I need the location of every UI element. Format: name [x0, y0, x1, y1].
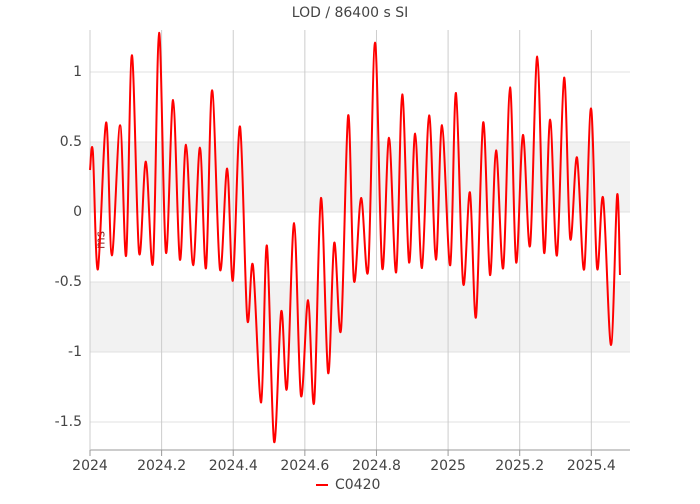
chart-title: LOD / 86400 s SI — [292, 5, 408, 21]
y-tick-label: -1 — [68, 344, 82, 360]
line — [89, 31, 621, 443]
band — [90, 282, 630, 352]
x-tick-label: 2025.4 — [567, 458, 616, 474]
x-tick-label: 2024.8 — [352, 458, 401, 474]
y-tick-label: 1 — [73, 64, 82, 80]
x-tick-label: 2024.2 — [137, 458, 186, 474]
x-tick-label: 2024 — [72, 458, 108, 474]
y-tick-label: 0 — [73, 204, 82, 220]
x-tick-label: 2024.6 — [280, 458, 329, 474]
x-tick-label: 2025 — [430, 458, 466, 474]
legend-label: C0420 — [335, 477, 380, 493]
y-tick-label: 0.5 — [60, 134, 82, 150]
y-tick-label: -1.5 — [55, 414, 82, 430]
x-tick-label: 2024.4 — [209, 458, 258, 474]
y-tick-label: -0.5 — [55, 274, 82, 290]
x-tick-label: 2025.2 — [495, 458, 544, 474]
